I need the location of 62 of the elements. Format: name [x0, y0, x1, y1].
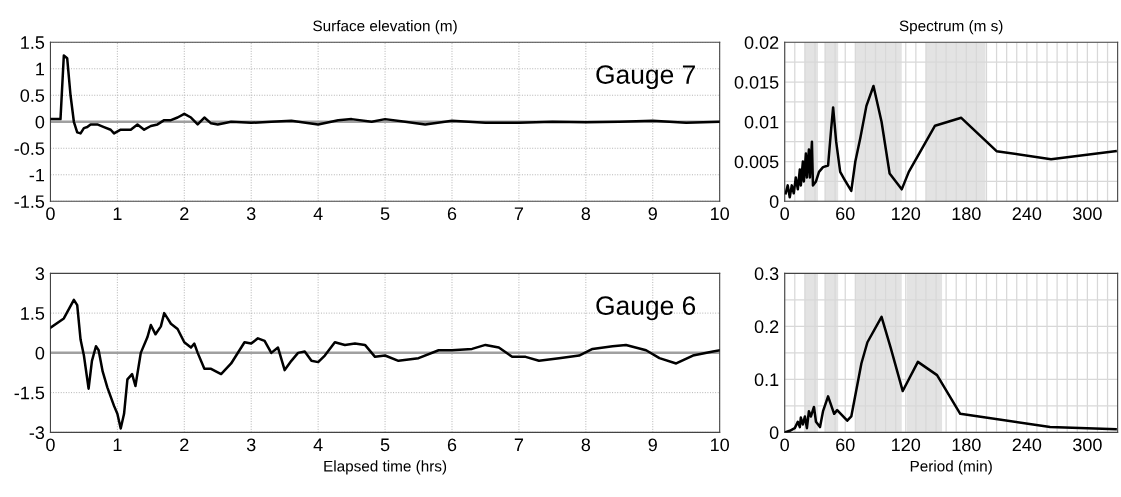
y-tick-label: 0 — [769, 426, 779, 440]
y-tick-label: 3 — [35, 267, 45, 281]
y-tick-label: 1.5 — [21, 36, 45, 49]
x-tick-label: 5 — [380, 207, 390, 221]
x-tick-label: 10 — [711, 207, 730, 221]
y-tick-label: 0 — [35, 115, 45, 129]
x-tick-label: 120 — [892, 438, 921, 452]
x-tick-label: 9 — [648, 207, 657, 221]
y-tick-label: 0 — [35, 346, 45, 360]
x-tick-label: 8 — [581, 438, 591, 452]
x-tick-label: 6 — [447, 207, 457, 221]
y-tick-label: 1 — [36, 62, 45, 76]
x-tick-label: 0 — [46, 438, 55, 452]
x-tick-label: 60 — [836, 438, 855, 452]
x-tick-label: 240 — [1012, 207, 1042, 221]
x-tick-label: 60 — [836, 207, 855, 221]
x-tick-label: 1 — [113, 207, 122, 220]
y-tick-label: -1 — [29, 168, 45, 182]
x-tick-label: 6 — [447, 438, 457, 452]
x-tick-label: 7 — [514, 438, 524, 452]
x-tick-label: 1 — [113, 438, 122, 452]
y-tick-label: 1.5 — [21, 307, 45, 320]
x-tick-label: 0 — [780, 207, 790, 221]
x-tick-label: 10 — [711, 438, 730, 452]
y-tick-label: 0.005 — [734, 155, 779, 169]
x-tick-label: 240 — [1012, 438, 1042, 452]
chart-title: Spectrum (m s) — [899, 20, 1003, 35]
x-tick-label: 7 — [514, 207, 524, 220]
y-tick-label: 0.5 — [20, 89, 45, 102]
x-tick-label: 5 — [380, 438, 390, 452]
y-tick-label: 0.01 — [744, 115, 779, 129]
y-tick-label: 0.02 — [744, 36, 779, 49]
x-tick-label: 9 — [648, 438, 657, 452]
x-tick-label: 120 — [892, 207, 921, 221]
line-series — [50, 54, 720, 135]
x-tick-label: 0 — [46, 207, 55, 221]
x-tick-label: 3 — [246, 438, 256, 452]
y-tick-label: 0.3 — [754, 267, 779, 281]
chart-title: Surface elevation (m) — [313, 20, 457, 35]
x-tick-label: 8 — [581, 207, 591, 221]
y-tick-label: 0 — [769, 195, 779, 209]
annotation: Gauge 6 — [596, 296, 696, 321]
x-tick-label: 2 — [180, 207, 189, 220]
x-tick-label: 300 — [1073, 207, 1102, 221]
y-tick-label: -3 — [29, 426, 45, 440]
x-tick-label: 4 — [313, 438, 323, 452]
y-tick-label: -1.5 — [14, 386, 45, 400]
x-axis-title: Elapsed time (hrs) — [324, 460, 447, 475]
y-tick-label: 0.015 — [734, 75, 779, 89]
y-tick-label: 0.2 — [754, 320, 779, 334]
y-tick-label: -1.5 — [14, 195, 45, 209]
x-tick-label: 3 — [246, 207, 256, 221]
x-axis-title: Period (min) — [910, 460, 992, 475]
x-tick-label: 180 — [952, 207, 981, 221]
x-tick-label: 300 — [1073, 438, 1102, 452]
x-tick-label: 2 — [180, 438, 189, 452]
x-tick-label: 180 — [952, 438, 981, 452]
x-tick-label: 0 — [780, 438, 790, 452]
annotation: Gauge 7 — [596, 65, 695, 90]
y-tick-label: -0.5 — [14, 142, 45, 155]
y-tick-label: 0.1 — [754, 373, 779, 387]
x-tick-label: 4 — [313, 207, 323, 220]
